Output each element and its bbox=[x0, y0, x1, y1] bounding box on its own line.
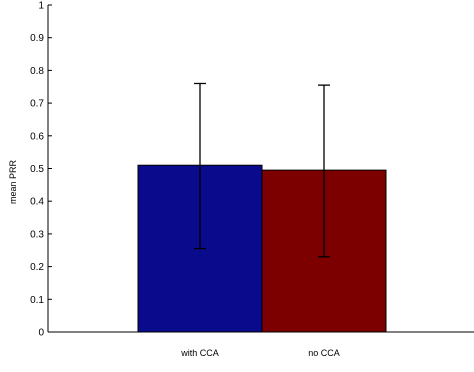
y-tick-label: 0.9 bbox=[30, 33, 44, 44]
y-tick-label: 0.3 bbox=[30, 229, 44, 240]
error-bars-layer bbox=[194, 82, 330, 258]
y-tick-label: 0.2 bbox=[30, 262, 44, 273]
bars-layer bbox=[137, 164, 387, 333]
y-tick-label: 0.7 bbox=[30, 99, 44, 110]
x-category-label: with CCA bbox=[180, 348, 219, 358]
y-tick-label: 0.8 bbox=[30, 66, 44, 77]
y-tick-label: 0 bbox=[38, 328, 44, 339]
y-axis-label: mean PRR bbox=[8, 159, 18, 204]
x-category-label: no CCA bbox=[308, 348, 340, 358]
labels-layer: mean PRR 0 0.1 0.2 0.3 0.4 0.5 0.6 0.7 0.8 0.9 1 wi… bbox=[8, 1, 340, 359]
y-tick-label: 0.4 bbox=[30, 197, 44, 208]
y-tick-label: 0.6 bbox=[30, 131, 44, 142]
y-tick-label: 0.5 bbox=[30, 164, 44, 175]
y-tick-label: 0.1 bbox=[30, 295, 44, 306]
y-tick-label: 1 bbox=[38, 1, 44, 12]
